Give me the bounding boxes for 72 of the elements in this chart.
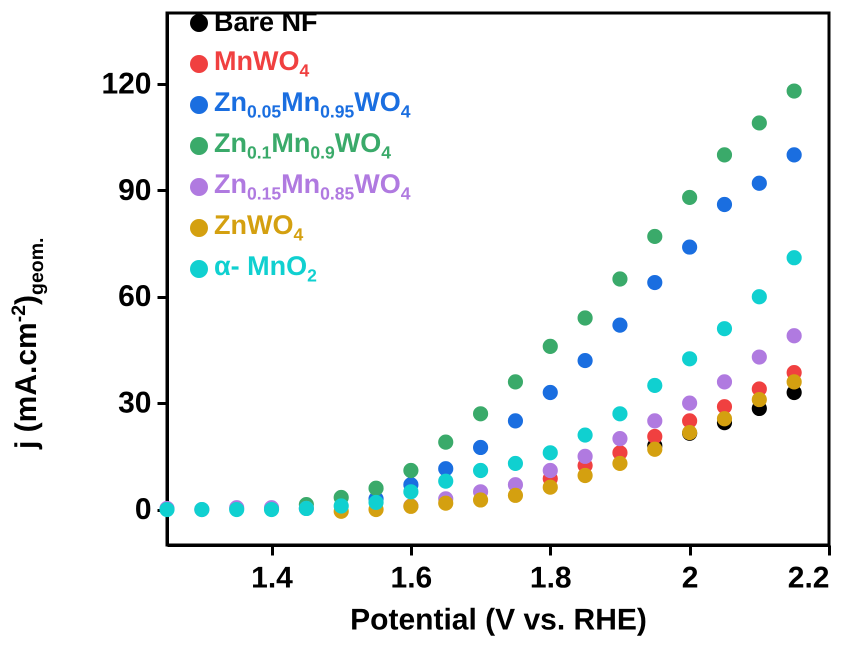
legend-label: MnWO$_{4}$ [214, 46, 310, 82]
y-tick-label: 30 [118, 386, 152, 420]
point [542, 480, 558, 495]
point [716, 196, 732, 212]
point [472, 462, 488, 478]
point [472, 440, 488, 456]
x-tick-label: 2 [682, 562, 698, 594]
point [612, 431, 628, 446]
x-tick-label: 1.4 [251, 562, 294, 594]
point [508, 456, 524, 471]
point [786, 147, 802, 162]
point [508, 488, 524, 503]
point [612, 318, 628, 333]
point [682, 396, 698, 411]
legend-label: α- MnO$_{2}$ [214, 250, 317, 286]
point [578, 468, 593, 484]
point [682, 190, 698, 205]
legend-label: Zn$_{0.05}$Mn$_{0.95}$WO$_{4}$ [214, 86, 410, 122]
point [438, 461, 454, 476]
point [752, 392, 767, 408]
point [786, 250, 802, 266]
point [786, 328, 802, 344]
point [612, 456, 628, 471]
y-tick-label: 120 [101, 67, 152, 100]
point [716, 411, 732, 426]
point [682, 351, 698, 366]
point [334, 498, 349, 514]
point [786, 374, 802, 390]
legend-label: Zn$_{0.1}$Mn$_{0.9}$WO$_{4}$ [214, 128, 391, 164]
y-tick-label: 90 [118, 174, 152, 207]
point [542, 338, 558, 354]
point [612, 406, 628, 422]
point [578, 310, 593, 326]
legend-label: Zn$_{0.15}$Mn$_{0.85}$WO$_{4}$ [214, 168, 410, 204]
point [752, 176, 767, 191]
point [508, 413, 524, 428]
x-tick-label: 1.8 [530, 562, 572, 594]
point [752, 349, 767, 365]
point [752, 289, 767, 304]
point [368, 494, 384, 510]
point [578, 427, 593, 443]
point [716, 321, 732, 336]
point [647, 413, 662, 428]
point [438, 434, 454, 450]
point [542, 462, 558, 478]
point [542, 445, 558, 460]
point [682, 240, 698, 255]
point [472, 492, 488, 508]
point [542, 384, 558, 400]
point [786, 83, 802, 99]
point [647, 274, 662, 290]
point [508, 374, 524, 390]
x-axis-title: Potential (V vs. RHE) [350, 604, 647, 636]
x-tick-label: 1.6 [390, 562, 432, 594]
point [752, 115, 767, 131]
y-tick-label: 0 [134, 493, 152, 526]
point [403, 462, 418, 478]
y-tick-label: 60 [118, 280, 152, 314]
point [368, 480, 384, 496]
legend-label: ZnWO$_{4}$ [214, 210, 304, 246]
point [647, 228, 662, 244]
point [438, 474, 454, 489]
point [716, 147, 732, 162]
point [716, 374, 732, 390]
point [647, 378, 662, 393]
point [578, 353, 593, 368]
point [612, 271, 628, 287]
x-tick-label: 2.2 [788, 562, 830, 594]
point [472, 406, 488, 422]
point [403, 484, 418, 500]
point [578, 448, 593, 464]
point [438, 496, 454, 511]
